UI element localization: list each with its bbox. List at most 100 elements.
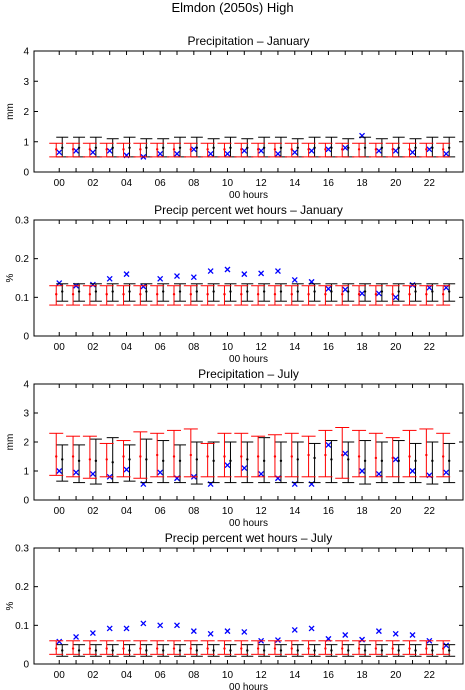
x-marker-stroke bbox=[89, 470, 96, 477]
x-marker-point bbox=[375, 470, 382, 477]
y-tick-label: 0.3 bbox=[15, 216, 29, 227]
x-marker-point bbox=[359, 468, 366, 474]
errorbar-mean-point bbox=[172, 148, 176, 151]
x-marker-stroke bbox=[342, 632, 349, 638]
errorbar-mean-point bbox=[77, 146, 81, 149]
errorbar-mean-point bbox=[61, 649, 64, 652]
x-marker-stroke bbox=[89, 630, 96, 637]
x-marker-stroke bbox=[274, 150, 281, 157]
x-marker-stroke bbox=[123, 625, 130, 632]
x-marker-point bbox=[106, 147, 113, 154]
x-tick-label: 22 bbox=[424, 670, 436, 681]
errorbar-mean-point bbox=[397, 649, 400, 652]
x-marker-stroke bbox=[140, 620, 147, 627]
series-2 bbox=[56, 136, 456, 158]
errorbar-mean-point bbox=[431, 649, 434, 652]
x-tick-label: 18 bbox=[356, 342, 368, 353]
x-marker-point bbox=[359, 636, 366, 643]
errorbar-mean-point bbox=[246, 290, 249, 293]
errorbar-mean-point bbox=[324, 293, 327, 296]
axes-frame bbox=[33, 219, 464, 337]
errorbar-mean-point bbox=[195, 290, 199, 293]
x-marker-stroke bbox=[359, 468, 366, 474]
x-tick-label: 10 bbox=[222, 178, 234, 189]
errorbar-mean-point bbox=[128, 649, 131, 652]
errorbar-mean-point bbox=[195, 146, 199, 149]
errorbar-mean-point bbox=[347, 290, 350, 293]
x-marker-stroke bbox=[392, 456, 399, 463]
x-tick-label: 00 bbox=[54, 178, 66, 189]
x-marker-point bbox=[106, 275, 113, 282]
errorbar-mean-point bbox=[279, 146, 283, 149]
x-tick-label: 00 bbox=[54, 342, 66, 353]
errorbar-mean-point bbox=[94, 290, 98, 293]
errorbar-mean-point bbox=[161, 459, 165, 463]
y-tick-label: 0 bbox=[23, 496, 29, 507]
errorbar-mean-point bbox=[324, 148, 327, 151]
errorbar-mean-point bbox=[105, 148, 108, 151]
x-marker-point bbox=[409, 468, 416, 474]
errorbar-mean-point bbox=[223, 148, 226, 151]
errorbar-mean-point bbox=[172, 293, 176, 296]
errorbar-mean-point bbox=[408, 148, 411, 151]
chart-title: Precipitation – July bbox=[198, 367, 299, 381]
errorbar-mean-point bbox=[380, 290, 384, 293]
errorbar-mean-point bbox=[94, 459, 98, 463]
errorbar-mean-point bbox=[77, 459, 81, 463]
x-marker-stroke bbox=[375, 147, 382, 154]
errorbar-mean-point bbox=[441, 293, 445, 296]
errorbar-mean-point bbox=[223, 647, 226, 650]
x-marker-stroke bbox=[342, 286, 349, 293]
x-tick-label: 14 bbox=[289, 342, 301, 353]
x-marker-stroke bbox=[241, 147, 248, 154]
x-marker-stroke bbox=[190, 146, 197, 153]
x-marker-point bbox=[392, 456, 399, 463]
errorbar-mean-point bbox=[105, 458, 108, 461]
errorbar-mean-point bbox=[296, 649, 299, 652]
errorbar-mean-point bbox=[425, 293, 428, 296]
errorbar-mean-point bbox=[279, 290, 283, 293]
x-marker-stroke bbox=[443, 642, 450, 649]
x-tick-label: 12 bbox=[256, 506, 268, 517]
x-marker-point bbox=[106, 625, 113, 632]
x-tick-label: 08 bbox=[188, 178, 200, 189]
errorbar-mean-point bbox=[145, 290, 148, 293]
errorbar-mean-point bbox=[341, 148, 344, 151]
errorbar-mean-point bbox=[223, 455, 226, 458]
x-marker-point bbox=[89, 149, 96, 156]
errorbar-mean-point bbox=[94, 649, 98, 652]
x-marker-point bbox=[73, 469, 80, 476]
x-marker-stroke bbox=[241, 628, 248, 635]
x-marker-stroke bbox=[157, 469, 164, 476]
errorbar-mean-point bbox=[357, 148, 361, 151]
x-marker-stroke bbox=[157, 275, 164, 282]
x-marker-point bbox=[258, 270, 265, 277]
errorbar-mean-point bbox=[161, 146, 165, 149]
y-axis-label: % bbox=[5, 601, 16, 610]
errorbar-mean-point bbox=[111, 461, 114, 464]
x-tick-label: 06 bbox=[155, 342, 167, 353]
x-marker-point bbox=[207, 150, 214, 157]
series-1 bbox=[56, 132, 450, 160]
y-tick-label: 0.2 bbox=[15, 254, 29, 265]
errorbar-mean-point bbox=[105, 293, 108, 296]
x-marker-stroke bbox=[123, 271, 130, 278]
errorbar-mean-point bbox=[246, 649, 249, 652]
x-marker-point bbox=[308, 147, 315, 154]
x-marker-point bbox=[375, 147, 382, 154]
series-3 bbox=[49, 142, 451, 158]
x-axis-label: 00 hours bbox=[229, 190, 268, 201]
errorbar-mean-point bbox=[122, 293, 125, 296]
errorbar-mean-point bbox=[155, 293, 159, 296]
x-marker-point bbox=[342, 144, 349, 151]
errorbar-mean-point bbox=[223, 293, 226, 296]
x-marker-stroke bbox=[174, 622, 180, 629]
x-marker-stroke bbox=[258, 270, 265, 277]
y-tick-label: 0.1 bbox=[15, 293, 29, 304]
x-tick-label: 12 bbox=[256, 670, 268, 681]
x-marker-point bbox=[443, 150, 450, 157]
errorbar-mean-point bbox=[128, 458, 131, 461]
errorbar-mean-point bbox=[347, 146, 350, 149]
x-marker-point bbox=[224, 266, 231, 273]
